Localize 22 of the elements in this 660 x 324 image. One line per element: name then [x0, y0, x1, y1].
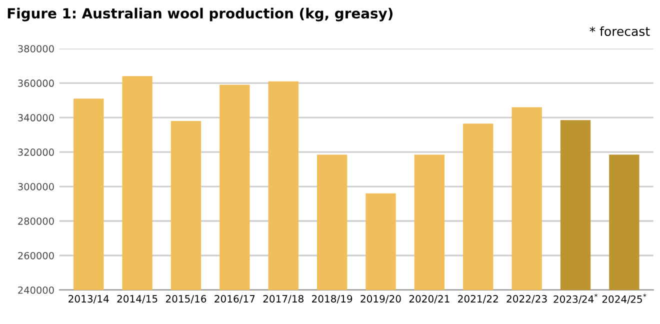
x-tick-label: 2013/14 — [68, 295, 109, 304]
y-tick-label: 320000 — [18, 148, 54, 156]
x-tick-label: 2023/24$^{*}$ — [554, 294, 598, 304]
x-tick-label: 2015/16 — [166, 295, 206, 304]
x-tick-label: 2018/19 — [312, 295, 352, 304]
y-tick-label: 360000 — [18, 80, 54, 87]
y-tick-label: 280000 — [18, 217, 54, 225]
y-tick-label: 260000 — [18, 252, 54, 260]
y-tick-label: 340000 — [18, 114, 54, 122]
text: * forecast — [590, 26, 650, 36]
x-tick-label: 2024/25$^{*}$ — [602, 294, 646, 304]
chart-title: Figure 1: Australian wool production (kg, greasy) — [8, 8, 392, 22]
y-tick-label: 380000 — [18, 45, 54, 52]
y-tick-label: 240000 — [18, 286, 54, 294]
x-tick-label: 2014/15 — [117, 295, 158, 304]
x-tick-label: 2019/20 — [360, 295, 401, 304]
x-tick-label: 2022/23 — [506, 295, 547, 304]
x-tick-label: 2017/18 — [263, 295, 304, 304]
x-tick-label: 2021/22 — [458, 295, 498, 304]
x-tick-label: 2016/17 — [214, 295, 255, 304]
y-tick-label: 300000 — [18, 183, 54, 190]
x-tick-label: 2020/21 — [409, 295, 450, 304]
